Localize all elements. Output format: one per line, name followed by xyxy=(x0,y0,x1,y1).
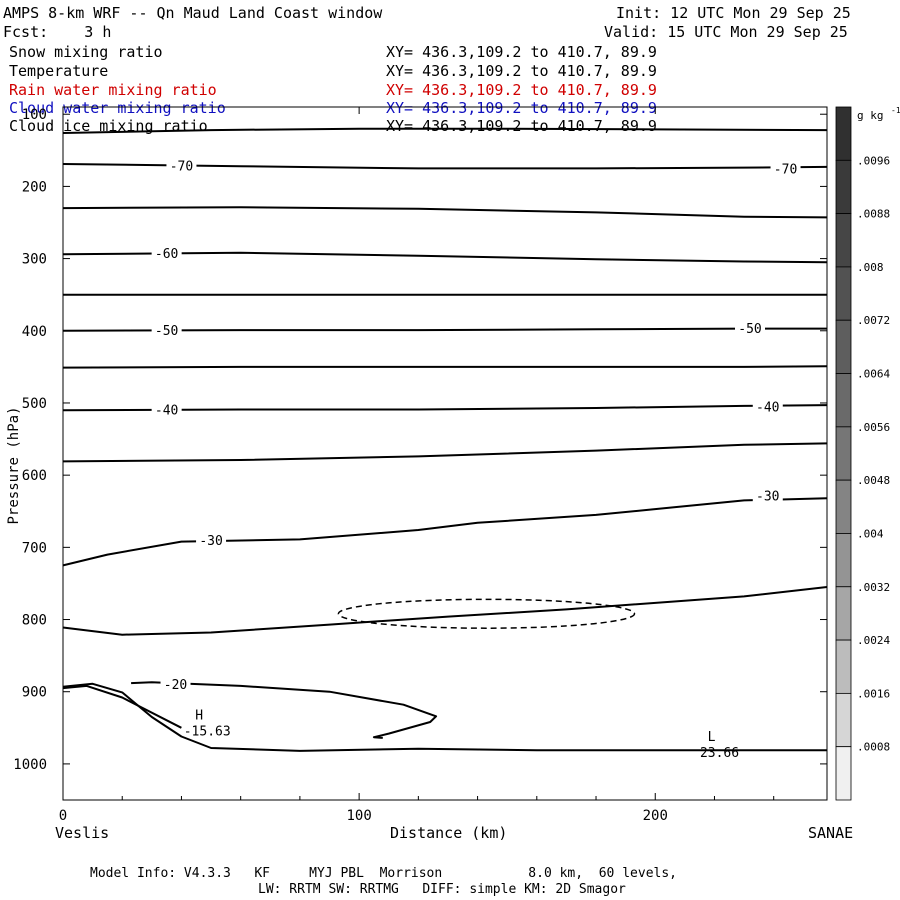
isotherm-contour xyxy=(62,682,827,752)
contour-label: -60 xyxy=(155,247,178,262)
isotherm-contour xyxy=(62,127,828,134)
colorbar-cell xyxy=(835,373,852,428)
colorbar-tick-label: .0056 xyxy=(857,421,890,434)
plot-frame xyxy=(62,106,828,801)
isotherm-contour xyxy=(131,681,438,739)
y-tick-label: 200 xyxy=(22,179,47,195)
contour-label: -50 xyxy=(155,324,178,339)
contour-label: -70 xyxy=(774,162,797,177)
contour-label-bg xyxy=(752,487,783,503)
contour-label-bg xyxy=(160,675,191,691)
field-xy-rain: XY= 436.3,109.2 to 410.7, 89.9 xyxy=(386,81,657,99)
field-xy-cloud-ice: XY= 436.3,109.2 to 410.7, 89.9 xyxy=(386,117,657,135)
colorbar-cell xyxy=(835,266,852,321)
x-tick-label: 200 xyxy=(643,808,668,824)
init-time: Init: 12 UTC Mon 29 Sep 25 xyxy=(616,4,851,22)
colorbar-cell xyxy=(835,746,852,801)
y-tick-label: 300 xyxy=(22,252,47,268)
colorbar-tick-label: .0064 xyxy=(857,368,890,381)
y-tick-label: 900 xyxy=(22,685,47,701)
extremum-value: -15.63 xyxy=(184,724,231,739)
field-name-temperature: Temperature xyxy=(9,62,109,80)
y-tick-label: 500 xyxy=(22,396,47,412)
contour-label: -40 xyxy=(756,401,779,416)
contour-label: -50 xyxy=(738,322,761,337)
valid-time: Valid: 15 UTC Mon 29 Sep 25 xyxy=(604,23,848,41)
y-axis-label: Pressure (hPa) xyxy=(6,406,22,524)
field-name-snow: Snow mixing ratio xyxy=(9,43,163,61)
colorbar-tick-label: .0072 xyxy=(857,314,890,327)
contour-label-bg xyxy=(752,398,783,414)
extremum-value: 23.66 xyxy=(700,746,739,761)
colorbar-tick-label: .008 xyxy=(857,261,884,274)
contour-label: -40 xyxy=(155,403,178,418)
colorbar-unit-exponent: -1 xyxy=(891,106,900,115)
dashed-contour xyxy=(337,598,636,629)
colorbar-tick-label: .0048 xyxy=(857,474,890,487)
field-xy-snow: XY= 436.3,109.2 to 410.7, 89.9 xyxy=(386,43,657,61)
colorbar-cell xyxy=(835,426,852,481)
y-tick-label: 700 xyxy=(22,540,47,556)
contour-label-bg xyxy=(151,401,182,417)
end-location-label: SANAE xyxy=(808,824,854,842)
colorbar-cell xyxy=(835,213,852,268)
forecast-hour: Fcst: 3 h xyxy=(3,23,112,41)
colorbar-cell xyxy=(835,586,852,641)
contour-label-bg xyxy=(196,532,227,548)
isotherm-contour xyxy=(62,365,828,369)
colorbar-cell xyxy=(835,533,852,588)
model-info-line-1: Model Info: V4.3.3 KF MYJ PBL Morrison 8… xyxy=(90,866,677,881)
contour-label: -70 xyxy=(170,159,193,174)
contour-label: -30 xyxy=(756,489,779,504)
chart-title: AMPS 8-km WRF -- Qn Maud Land Coast wind… xyxy=(3,4,383,22)
model-info-line-2: LW: RRTM SW: RRTMG DIFF: simple KM: 2D S… xyxy=(258,882,626,897)
colorbar-cell xyxy=(835,159,852,215)
isotherm-contour xyxy=(62,497,828,567)
y-tick-label: 600 xyxy=(22,468,47,484)
isotherm-contour xyxy=(62,586,828,636)
contour-label: -30 xyxy=(199,534,222,549)
x-axis-label: Distance (km) xyxy=(390,824,508,842)
isotherm-contour xyxy=(62,442,828,463)
y-tick-label: 800 xyxy=(22,613,47,629)
colorbar-cell xyxy=(835,319,852,374)
contour-label-bg xyxy=(166,157,197,173)
y-tick-label: 400 xyxy=(22,324,47,340)
colorbar-cell xyxy=(835,106,852,161)
isotherm-contour xyxy=(62,206,828,219)
y-tick-label: 1000 xyxy=(13,757,47,773)
colorbar-cell xyxy=(835,692,852,748)
extremum-letter: H xyxy=(195,708,203,723)
colorbar-cell xyxy=(835,639,852,694)
colorbar-tick-label: .0008 xyxy=(857,741,890,754)
contour-label: -20 xyxy=(164,678,187,693)
field-name-rain: Rain water mixing ratio xyxy=(9,81,217,99)
isotherm-contour xyxy=(62,251,828,264)
x-tick-label: 100 xyxy=(346,808,371,824)
field-name-cloud-water: Cloud water mixing ratio xyxy=(9,99,226,117)
colorbar-tick-label: .0024 xyxy=(857,634,890,647)
y-tick-label: 100 xyxy=(22,107,47,123)
extremum-letter: L xyxy=(708,730,716,745)
field-xy-temperature: XY= 436.3,109.2 to 410.7, 89.9 xyxy=(386,62,657,80)
colorbar-cell xyxy=(835,479,852,534)
colorbar-tick-label: .004 xyxy=(857,527,884,540)
colorbar-tick-label: .0088 xyxy=(857,208,890,221)
contour-label-bg xyxy=(770,160,801,176)
field-xy-cloud-water: XY= 436.3,109.2 to 410.7, 89.9 xyxy=(386,99,657,117)
colorbar-unit: g kg xyxy=(857,109,884,122)
contour-label-bg xyxy=(151,244,182,260)
x-tick-label: 0 xyxy=(59,808,67,824)
colorbar-tick-label: .0096 xyxy=(857,154,890,167)
start-location-label: Veslis xyxy=(55,824,110,842)
colorbar-tick-label: .0016 xyxy=(857,687,890,700)
colorbar-tick-label: .0032 xyxy=(857,581,890,594)
contour-label-bg xyxy=(735,319,766,335)
isotherm-contour xyxy=(62,163,828,170)
contour-label-bg xyxy=(151,322,182,338)
isotherm-contour xyxy=(62,684,182,729)
